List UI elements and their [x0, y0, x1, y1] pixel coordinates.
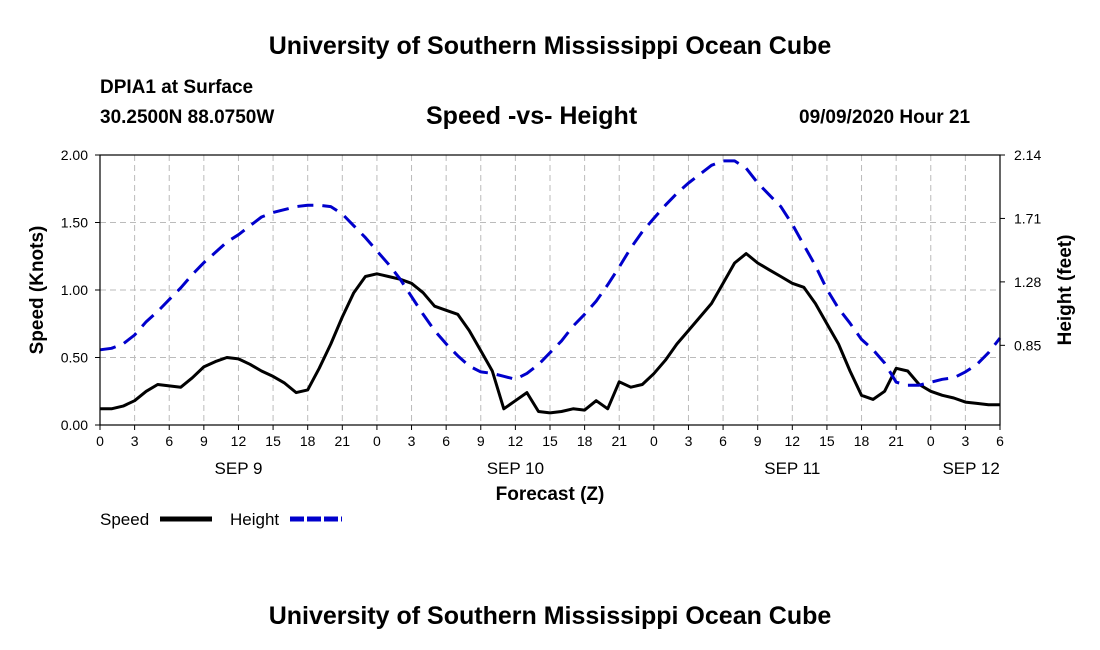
station-coords: 30.2500N 88.0750W [100, 107, 275, 128]
x-tick-label: 0 [373, 433, 381, 449]
speed-series-line [100, 252, 1000, 415]
x-axis-title: Forecast (Z) [496, 484, 605, 505]
y2-tick-label: 1.71 [1014, 210, 1041, 226]
data-series [99, 159, 1002, 415]
x-tick-label: 15 [542, 433, 558, 449]
x-tick-label: 9 [200, 433, 208, 449]
x-tick-label: 6 [165, 433, 173, 449]
y-axis-title: Speed (Knots) [27, 226, 48, 355]
chart-title: Speed -vs- Height [426, 102, 638, 130]
x-tick-label: 3 [131, 433, 139, 449]
page-title-top: University of Southern Mississippi Ocean… [268, 32, 832, 60]
height-series-line [99, 159, 1002, 387]
x-tick-label: 18 [854, 433, 870, 449]
x-tick-label: 21 [335, 433, 351, 449]
x-tick-label: 21 [888, 433, 904, 449]
x-tick-label: 15 [819, 433, 835, 449]
page-title-bottom: University of Southern Mississippi Ocean… [268, 602, 832, 630]
x-tick-label: 3 [961, 433, 969, 449]
x-tick-label: 15 [265, 433, 281, 449]
x-tick-label: 12 [785, 433, 801, 449]
station-label: DPIA1 at Surface [100, 77, 254, 98]
x-tick-label: 6 [442, 433, 450, 449]
y2-axis-title: Height (feet) [1055, 235, 1076, 346]
y2-tick-label: 1.28 [1014, 274, 1041, 290]
x-tick-label: 21 [611, 433, 627, 449]
x-tick-label: 18 [300, 433, 316, 449]
y-tick-label: 2.00 [61, 147, 88, 163]
x-tick-label: 6 [996, 433, 1004, 449]
x-tick-label: 18 [577, 433, 593, 449]
y-tick-label: 1.50 [61, 215, 88, 231]
x-tick-label: 12 [231, 433, 247, 449]
x-tick-label: 3 [685, 433, 693, 449]
x-tick-label: 3 [408, 433, 416, 449]
y2-tick-label: 2.14 [1014, 147, 1041, 163]
x-tick-label: 9 [477, 433, 485, 449]
axes: 0 3 6 9 12 15 18 21 0 3 6 9 12 15 18 21 0 3 6 9 12 15 18 21 0 3 6 0… [27, 147, 1076, 505]
y-tick-label: 0.00 [61, 417, 88, 433]
y2-tick-label: 0.85 [1014, 337, 1041, 353]
forecast-datetime: 09/09/2020 Hour 21 [799, 107, 971, 128]
legend: Speed Height [100, 510, 342, 529]
legend-label-speed: Speed [100, 510, 149, 529]
date-label: SEP 9 [215, 459, 263, 478]
x-tick-label: 12 [508, 433, 524, 449]
x-tick-label: 0 [96, 433, 104, 449]
date-label: SEP 10 [487, 459, 544, 478]
gridlines [100, 155, 1000, 425]
x-tick-label: 0 [927, 433, 935, 449]
x-tick-label: 9 [754, 433, 762, 449]
legend-label-height: Height [230, 510, 279, 529]
x-tick-label: 0 [650, 433, 658, 449]
date-label: SEP 12 [942, 459, 999, 478]
y-tick-label: 0.50 [61, 350, 88, 366]
y-tick-label: 1.00 [61, 282, 88, 298]
date-label: SEP 11 [764, 459, 820, 478]
x-tick-label: 6 [719, 433, 727, 449]
